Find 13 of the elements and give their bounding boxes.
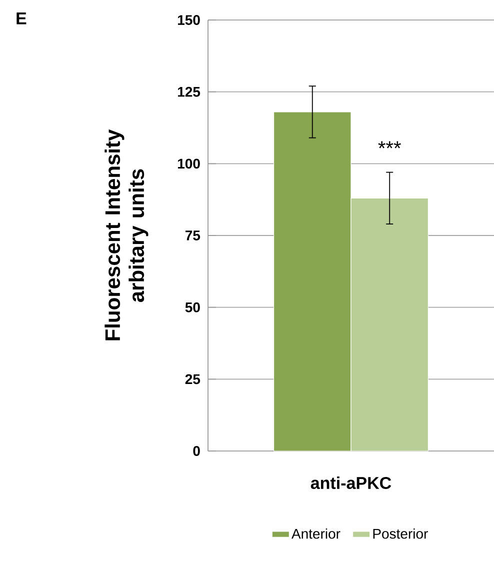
y-tick-label: 0 (193, 446, 200, 456)
y-axis-title: Fluorescent Intensity arbitary units (104, 129, 148, 340)
legend-label: Posterior (373, 528, 428, 539)
y-tick-label: 100 (178, 158, 200, 169)
y-tick-label: 50 (185, 302, 200, 312)
legend-label: Anterior (292, 528, 340, 539)
y-tick-label: 150 (178, 15, 200, 25)
y-tick-label: 125 (178, 86, 200, 97)
annotation: *** (378, 141, 401, 148)
x-tick-label: anti-aPKC (310, 476, 392, 490)
y-tick-label: 75 (185, 230, 200, 240)
y-tick-label: 25 (185, 374, 200, 384)
text: E (16, 12, 26, 24)
